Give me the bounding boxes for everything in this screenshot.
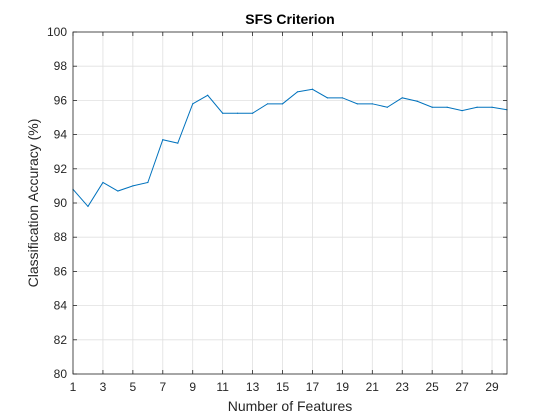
data-point: [491, 106, 493, 108]
x-tick-label: 17: [306, 380, 320, 394]
y-tick-label: 84: [54, 299, 68, 313]
x-tick-label: 1: [70, 380, 77, 394]
x-axis-label: Number of Features: [228, 398, 353, 414]
data-point: [461, 110, 463, 112]
data-point: [431, 106, 433, 108]
y-tick-label: 100: [47, 25, 67, 39]
data-point: [341, 97, 343, 99]
x-tick-label: 9: [189, 380, 196, 394]
x-tick-label: 19: [336, 380, 350, 394]
data-point: [132, 185, 134, 187]
data-point: [266, 103, 269, 105]
data-point: [386, 106, 388, 108]
data-point: [296, 91, 299, 93]
ticks: 1 3 5 7 9 11 13 15 17 19 21 23 25 27 29808284868890929…: [47, 25, 507, 394]
data-point: [401, 97, 403, 99]
data-point: [326, 97, 329, 99]
data-point: [446, 106, 448, 108]
x-tick-label: 21: [366, 380, 380, 394]
x-tick-label: 13: [246, 380, 260, 394]
data-point: [207, 94, 209, 96]
y-tick-label: 90: [54, 196, 68, 210]
data-point: [416, 100, 418, 102]
x-tick-label: 25: [425, 380, 439, 394]
x-tick-label: 29: [485, 380, 499, 394]
data-point: [311, 88, 314, 90]
y-tick-label: 92: [54, 162, 68, 176]
data-point: [192, 103, 194, 105]
x-tick-label: 27: [455, 380, 469, 394]
x-tick-label: 15: [276, 380, 290, 394]
chart-title: SFS Criterion: [245, 11, 334, 27]
data-point: [356, 103, 358, 105]
grid: [72, 31, 507, 375]
series-line-layer: [72, 88, 508, 208]
y-tick-label: 88: [54, 230, 68, 244]
series-line: [72, 88, 508, 208]
data-point: [476, 106, 478, 108]
data-point: [371, 103, 373, 105]
x-tick-label: 3: [100, 380, 107, 394]
data-point: [102, 181, 104, 184]
data-point: [162, 139, 164, 141]
data-point: [281, 103, 284, 105]
y-tick-label: 80: [54, 367, 68, 381]
x-tick-label: 23: [396, 380, 410, 394]
x-tick-label: 11: [216, 380, 229, 394]
y-axis-label: Classification Accuracy (%): [25, 119, 41, 288]
y-tick-label: 86: [54, 264, 68, 278]
x-tick-label: 7: [159, 380, 166, 394]
data-point: [87, 205, 89, 208]
y-tick-label: 94: [54, 128, 68, 142]
x-tick-label: 5: [130, 380, 137, 394]
data-point: [177, 142, 179, 144]
data-point: [222, 112, 224, 114]
y-tick-label: 96: [54, 93, 68, 107]
y-tick-label: 82: [54, 333, 68, 347]
data-point: [117, 190, 119, 192]
data-point: [147, 181, 149, 184]
data-point: [251, 112, 254, 114]
data-point: [237, 112, 239, 114]
y-tick-label: 98: [54, 59, 68, 73]
